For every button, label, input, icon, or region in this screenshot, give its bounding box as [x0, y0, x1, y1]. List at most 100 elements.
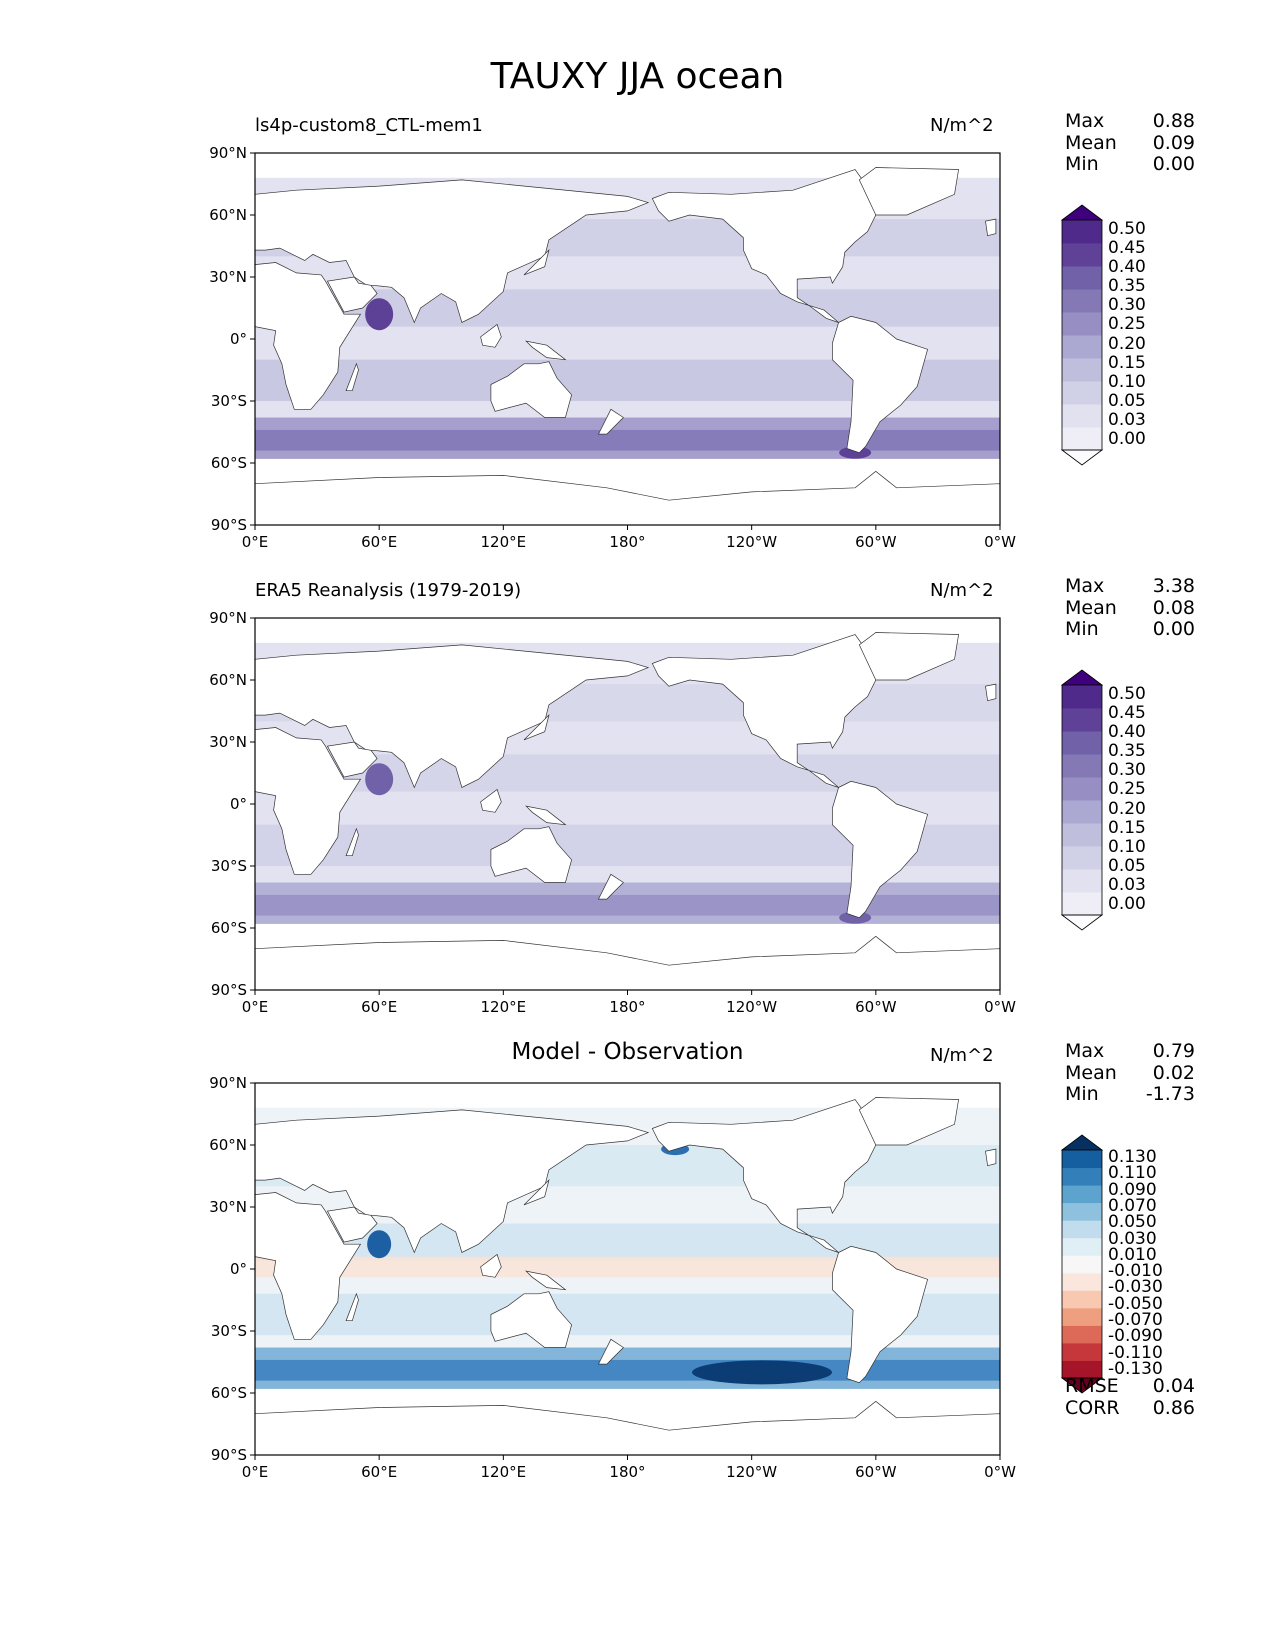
colorbar [1060, 669, 1104, 931]
colorbar-label: -0.010 [1108, 1261, 1163, 1282]
stat-min: Min 0.00 [1065, 153, 1195, 175]
y-tick-label: 0° [229, 1260, 247, 1278]
y-tick-label: 30°S [210, 392, 247, 410]
colorbar-label: 0.05 [1108, 391, 1146, 412]
units-label: N/m^2 [930, 580, 994, 601]
x-tick-label: 120°W [726, 998, 778, 1016]
landmass-9 [480, 323, 502, 348]
field-band-5 [255, 1256, 1000, 1278]
colorbar-label: 0.30 [1108, 760, 1146, 781]
colorbar-swatch [1062, 1360, 1102, 1379]
landmass-0 [254, 1192, 362, 1340]
colorbar-swatch [1062, 823, 1102, 847]
landmass-7 [254, 470, 1001, 526]
panel-title: ls4p-custom8_CTL-mem1 [255, 115, 483, 136]
colorbar-swatch [1062, 289, 1102, 313]
landmass-10 [525, 1270, 567, 1291]
stat-label: Mean [1065, 596, 1117, 619]
colorbar-label: 0.03 [1108, 875, 1146, 896]
landmass-5 [832, 780, 929, 919]
colorbar-swatch [1062, 243, 1102, 267]
y-tick-label: 90°N [209, 1074, 247, 1092]
y-tick-label: 0° [229, 795, 247, 813]
colorbar-extend-top [1060, 669, 1104, 686]
colorbar-swatch [1062, 1307, 1102, 1326]
metric-corr: CORR 0.86 [1065, 1397, 1195, 1419]
landmass-8 [345, 1292, 359, 1322]
colorbar-label: 0.20 [1108, 333, 1146, 354]
landmass-11 [523, 248, 550, 276]
panel-title: Model - Observation [511, 1039, 744, 1065]
units-label: N/m^2 [930, 115, 994, 136]
stat-label: Max [1065, 110, 1105, 132]
colorbar-swatch [1062, 266, 1102, 290]
stat-value: 0.08 [1152, 596, 1195, 619]
landmass-0 [254, 262, 362, 410]
x-tick-label: 120°W [726, 533, 778, 551]
landmass-13 [597, 873, 624, 900]
colorbar-label: 0.15 [1108, 817, 1146, 838]
landmass-6 [490, 361, 572, 418]
x-tick-label: 60°E [361, 533, 398, 551]
x-tick-label: 0°E [241, 998, 269, 1016]
colorbar-label: -0.070 [1108, 1310, 1163, 1330]
metric-value: 0.04 [1152, 1375, 1195, 1397]
colorbar-swatch [1062, 358, 1102, 382]
colorbar-label: 0.35 [1108, 741, 1146, 762]
stat-max: Max 0.79 [1065, 1040, 1195, 1062]
landmass-4 [858, 167, 960, 216]
colorbar-swatch [1062, 1290, 1102, 1309]
colorbar-swatch [1062, 1202, 1102, 1221]
colorbar-label: 0.00 [1108, 429, 1146, 450]
hotspot-arabian-sea [367, 1230, 392, 1259]
colorbar-label: 0.070 [1108, 1196, 1157, 1216]
colorbar-label: 0.40 [1108, 256, 1146, 277]
colorbar-extend-bottom [1060, 449, 1104, 466]
metric-label: CORR [1065, 1396, 1120, 1419]
stat-min: Min -1.73 [1065, 1083, 1195, 1105]
colorbar-swatch [1062, 1220, 1102, 1239]
colorbar-label: 0.110 [1108, 1163, 1157, 1184]
x-tick-label: 120°E [480, 533, 527, 551]
y-tick-label: 60°S [210, 919, 247, 937]
x-tick-label: 0°W [984, 533, 1016, 551]
colorbar-label: 0.40 [1108, 721, 1146, 742]
map-panel-3: Model - Observation N/m^2 Max 0.79 Mean 0.02 M… [0, 1039, 1275, 1505]
landmass-12 [985, 683, 997, 702]
hotspot-arabian-sea [365, 763, 394, 796]
y-tick-label: 60°N [209, 206, 247, 224]
y-tick-label: 30°N [209, 733, 247, 751]
stat-max: Max 0.88 [1065, 110, 1195, 132]
colorbar-swatch [1062, 1255, 1102, 1274]
colorbar-label: 0.15 [1108, 352, 1146, 373]
landmass-1 [254, 1109, 650, 1254]
y-tick-label: 60°S [210, 1384, 247, 1402]
stat-label: Min [1065, 1083, 1099, 1105]
landmass-7 [254, 1400, 1001, 1456]
metric-label: RMSE [1065, 1375, 1119, 1397]
x-tick-label: 60°E [361, 998, 398, 1016]
landmass-8 [345, 827, 359, 857]
landmass-13 [597, 1338, 624, 1365]
x-tick-label: 0°E [241, 1463, 269, 1481]
colorbar-label: 0.25 [1108, 779, 1146, 800]
colorbar-frame [1061, 219, 1103, 451]
map-plot [250, 152, 1001, 530]
y-tick-label: 90°N [209, 609, 247, 627]
landmass-8 [345, 362, 359, 392]
colorbar [1060, 1134, 1104, 1394]
colorbar-swatch [1062, 846, 1102, 870]
y-tick-label: 30°S [210, 857, 247, 875]
colorbar-label: 0.10 [1108, 371, 1146, 392]
colorbar-swatch [1062, 381, 1102, 405]
colorbar-swatch [1062, 869, 1102, 893]
colorbar-label: 0.05 [1108, 856, 1146, 877]
field-band-1 [255, 429, 1000, 451]
colorbar-label: -0.090 [1108, 1326, 1163, 1347]
y-tick-label: 30°N [209, 1198, 247, 1216]
stat-value: 0.00 [1152, 618, 1195, 640]
landmass-10 [525, 805, 567, 826]
colorbar [1060, 204, 1104, 466]
stat-max: Max 3.38 [1065, 575, 1195, 597]
hotspot-arabian-sea [365, 298, 394, 331]
